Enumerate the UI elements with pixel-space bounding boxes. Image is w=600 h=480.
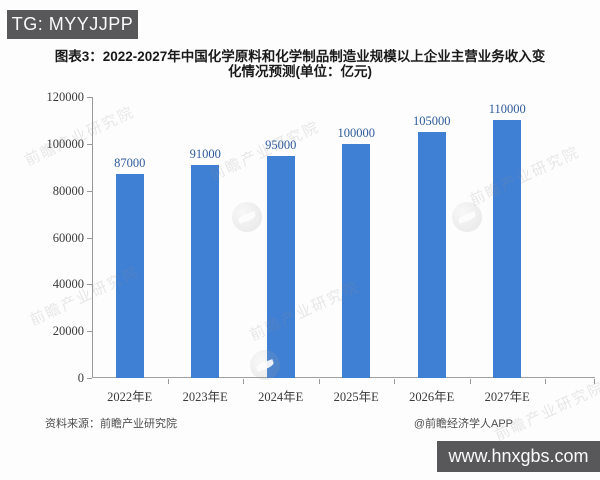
bar-2024年E: [266, 155, 295, 378]
y-axis-tick: [87, 190, 92, 192]
bar-2026年E: [417, 132, 446, 378]
x-axis-tick: [469, 379, 471, 384]
chart-title: 图表3：2022-2027年中国化学原料和化学制品制造业规模以上企业主营业务收入…: [20, 49, 580, 79]
bar-2027年E: [493, 120, 522, 378]
source-note: 资料来源：前瞻产业研究院: [45, 418, 177, 430]
y-axis-tick: [87, 378, 92, 379]
x-axis-end-tick: [594, 379, 595, 384]
x-axis-tick: [243, 379, 244, 384]
x-axis-tick: [545, 379, 546, 384]
bar-2025年E: [342, 143, 371, 378]
x-axis-tick: [318, 379, 320, 384]
bar-value-label: 87000: [114, 156, 146, 171]
telegram-badge: TG: MYYJJPP: [7, 10, 138, 39]
x-axis-label: 2026年E: [409, 390, 455, 404]
y-axis-tick: [87, 237, 92, 239]
bar-value-label: 95000: [265, 137, 297, 152]
y-axis-label: 120000: [46, 90, 85, 104]
website-badge: www.hnxgbs.com: [437, 441, 600, 472]
y-axis-label: 80000: [52, 183, 84, 198]
app-credit: @前瞻经济学人APP: [413, 418, 513, 430]
x-axis-label: 2024年E: [258, 390, 304, 404]
x-axis-label: 2023年E: [182, 390, 228, 404]
y-axis-tick: [87, 143, 92, 145]
y-axis-tick: [87, 97, 92, 98]
bar-value-label: 110000: [488, 102, 526, 117]
y-axis-label: 60000: [52, 230, 84, 245]
chart-title-line2: 化情况预测(单位：亿元): [228, 64, 372, 79]
bar-value-label: 105000: [413, 114, 451, 129]
bar-2022年E: [115, 174, 144, 378]
y-axis-label: 0: [77, 371, 84, 385]
y-axis-label: 20000: [52, 324, 84, 339]
x-axis-label: 2027年E: [484, 390, 530, 404]
y-axis-tick: [87, 284, 92, 286]
y-axis-label: 100000: [46, 136, 85, 151]
bar-value-label: 91000: [189, 146, 221, 161]
bar-value-label: 100000: [337, 125, 376, 140]
x-axis-label: 2022年E: [107, 390, 153, 404]
chart-title-line1: 图表3：2022-2027年中国化学原料和化学制品制造业规模以上企业主营业务收入…: [54, 49, 546, 64]
bar-2023年E: [191, 164, 220, 378]
x-axis-tick: [167, 379, 169, 384]
y-axis-label: 40000: [52, 277, 84, 292]
y-axis-tick: [87, 331, 92, 333]
footer: 资料来源：前瞻产业研究院 @前瞻经济学人APP: [45, 415, 513, 431]
x-axis-label: 2025年E: [333, 390, 379, 404]
x-axis-tick: [394, 379, 395, 384]
